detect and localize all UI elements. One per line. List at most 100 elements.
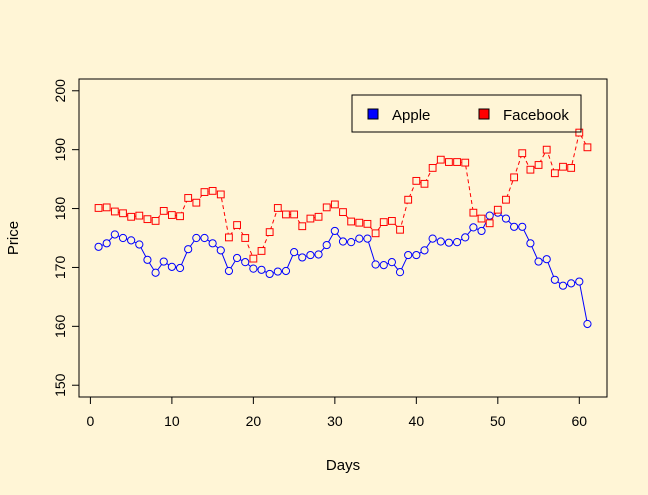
data-point-apple (273, 267, 282, 276)
data-point-apple (151, 268, 160, 277)
y-axis: 150 160 170 180 190 200 (52, 79, 80, 397)
data-point-apple (314, 250, 323, 259)
data-point-facebook (469, 208, 478, 217)
data-point-apple (102, 239, 111, 248)
data-point-facebook (290, 210, 299, 219)
legend-label-apple: Apple (392, 107, 430, 124)
series-facebook (94, 128, 592, 263)
data-point-facebook (249, 254, 258, 263)
data-point-apple (387, 258, 396, 267)
legend: Apple Facebook (351, 94, 582, 133)
data-point-facebook (119, 209, 127, 218)
data-point-apple (338, 237, 348, 246)
legend-swatch-facebook (478, 108, 490, 120)
y-tick-label: 200 (52, 79, 68, 103)
x-tick-label: 60 (572, 413, 588, 429)
legend-swatch-apple (367, 108, 379, 120)
data-point-facebook (510, 173, 519, 182)
x-tick-label: 40 (409, 413, 425, 429)
data-point-apple (257, 265, 266, 274)
y-tick-label: 160 (52, 314, 68, 338)
y-tick-label: 190 (52, 138, 68, 162)
data-point-facebook (110, 207, 119, 216)
data-point-facebook (241, 234, 250, 242)
data-point-apple (94, 242, 103, 251)
data-point-facebook (298, 222, 307, 231)
data-point-facebook (453, 158, 461, 166)
x-tick-label: 30 (327, 413, 343, 429)
x-axis-title: Days (326, 457, 360, 474)
data-point-apple (477, 226, 486, 236)
data-point-facebook (428, 164, 437, 172)
data-point-apple (420, 246, 429, 255)
data-point-facebook (526, 165, 535, 174)
data-point-facebook (135, 211, 144, 220)
data-point-facebook (363, 219, 372, 228)
data-point-facebook (102, 203, 111, 212)
data-point-facebook (265, 228, 274, 237)
data-point-facebook (493, 205, 502, 214)
data-point-apple (241, 258, 250, 267)
data-point-facebook (330, 200, 339, 209)
data-point-apple (501, 214, 511, 223)
data-point-apple (485, 211, 494, 220)
data-point-facebook (225, 233, 233, 242)
series-apple (94, 208, 592, 329)
data-point-apple (127, 236, 136, 245)
data-point-facebook (184, 194, 193, 202)
data-point-facebook (151, 217, 160, 225)
data-point-facebook (461, 158, 470, 167)
data-point-apple (290, 248, 299, 257)
legend-label-facebook: Facebook (503, 107, 569, 124)
x-tick-label: 0 (87, 413, 95, 429)
x-tick-label: 50 (490, 413, 506, 429)
y-tick-label: 180 (52, 197, 68, 221)
data-point-apple (110, 230, 119, 239)
data-point-apple (583, 319, 592, 329)
data-point-apple (575, 277, 584, 286)
data-point-apple (192, 233, 201, 243)
data-point-apple (510, 222, 519, 231)
data-point-apple (298, 253, 307, 262)
data-point-apple (249, 264, 258, 273)
data-point-apple (452, 238, 462, 247)
data-point-apple (135, 240, 144, 249)
data-point-apple (232, 253, 242, 263)
data-point-apple (306, 250, 315, 260)
data-point-apple (347, 238, 356, 247)
data-point-facebook (477, 214, 486, 223)
data-point-apple (200, 233, 209, 243)
data-point-facebook (176, 212, 184, 221)
x-tick-label: 10 (164, 413, 180, 429)
data-point-apple (118, 233, 128, 243)
data-point-facebook (559, 162, 567, 171)
data-point-apple (167, 262, 176, 271)
data-point-facebook (339, 208, 347, 216)
data-point-facebook (485, 219, 494, 228)
data-point-facebook (143, 215, 152, 224)
data-point-apple (216, 246, 225, 255)
data-point-apple (175, 263, 185, 273)
data-point-apple (159, 257, 168, 266)
data-point-apple (208, 239, 217, 248)
data-point-facebook (412, 176, 421, 185)
data-point-facebook (94, 204, 103, 212)
data-point-facebook (127, 212, 136, 221)
data-point-facebook (502, 195, 510, 204)
data-point-apple (550, 275, 559, 284)
data-point-apple (355, 234, 364, 243)
x-tick-label: 20 (246, 413, 262, 429)
data-point-facebook (322, 203, 331, 212)
data-point-facebook (208, 186, 217, 195)
data-point-apple (542, 255, 551, 264)
data-point-apple (534, 257, 543, 266)
y-tick-label: 170 (52, 256, 68, 280)
data-point-facebook (257, 247, 266, 255)
data-point-facebook (355, 218, 364, 227)
data-point-apple (330, 226, 339, 236)
data-point-apple (224, 266, 234, 276)
data-point-apple (143, 255, 152, 264)
data-point-apple (518, 222, 527, 231)
data-point-apple (395, 268, 405, 277)
